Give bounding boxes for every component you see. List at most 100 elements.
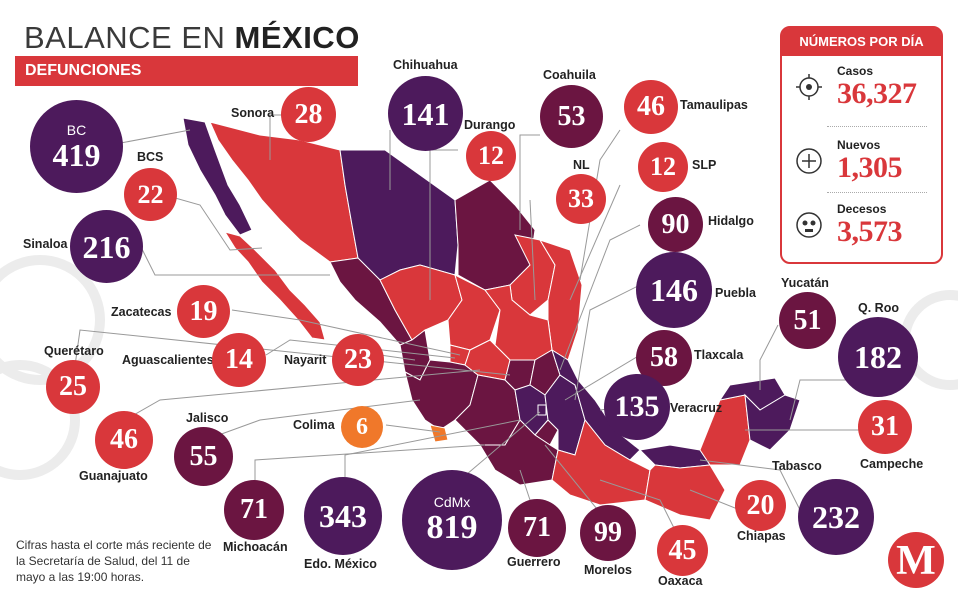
label-qroo: Q. Roo [858,301,899,315]
bubble-guanajuato: 46 [95,411,153,469]
subtitle-band: DEFUNCIONES [15,56,358,86]
footnote: Cifras hasta el corte más reciente de la… [16,538,212,584]
value-chiapas: 20 [746,489,775,521]
label-tabasco: Tabasco [772,459,822,473]
value-jalisco: 55 [189,440,218,472]
label-bc: BC [66,121,87,138]
bubble-jalisco: 55 [174,427,233,486]
value-durango: 12 [478,141,504,170]
bubble-nl: 33 [556,174,606,224]
value-nl: 33 [568,184,594,213]
label-jalisco: Jalisco [186,411,229,425]
value-michoacan: 71 [240,494,268,525]
value-guanajuato: 46 [110,424,138,455]
value-oaxaca: 45 [668,534,697,566]
value-yucatan: 51 [793,304,822,336]
value-guerrero: 71 [523,512,551,543]
bubble-veracruz: 135 [604,374,670,440]
label-morelos: Morelos [584,563,632,577]
panel-divider [827,126,927,127]
virus-icon [796,74,822,100]
bubble-coahuila: 53 [540,85,603,148]
label-coahuila: Coahuila [543,68,596,82]
value-bcs: 22 [137,179,164,209]
value-chihuahua: 141 [401,95,450,132]
stat-nuevos-value: 1,305 [837,151,903,184]
label-guanajuato: Guanajuato [79,469,148,483]
value-bc: 419 [52,136,101,173]
bubble-aguascalientes: 14 [212,333,266,387]
region-baja-california [182,117,253,236]
value-tabasco: 232 [812,499,860,535]
label-puebla: Puebla [715,286,756,300]
region-tabasco [638,444,711,469]
label-aguascalientes: Aguascalientes [122,353,214,367]
label-hidalgo: Hidalgo [708,214,754,228]
plus-icon [796,148,822,174]
stat-casos-value: 36,327 [837,77,917,110]
bubble-chihuahua: 141 [388,76,463,151]
stat-decesos: Decesos 3,573 [792,200,937,260]
virus-decoration-left [0,255,105,480]
region-cdmx [537,404,547,416]
value-aguascalientes: 14 [225,344,253,375]
bubble-yucatan: 51 [779,292,836,349]
bubble-campeche: 31 [858,400,912,454]
bubble-nayarit: 23 [332,334,384,386]
label-sinaloa: Sinaloa [23,237,68,251]
value-sinaloa: 216 [82,228,131,265]
value-sonora: 28 [294,98,323,130]
label-cdmx: CdMx [433,494,471,510]
value-campeche: 31 [871,411,899,442]
label-sonora: Sonora [231,106,275,120]
panel-divider [827,192,927,193]
value-zacatecas: 19 [189,295,218,327]
bubble-morelos: 99 [580,505,636,561]
bubble-colima: 6 [341,406,383,448]
daily-numbers-panel: NÚMEROS POR DÍA Casos 36,327 Nuevos 1,30… [780,26,943,264]
region-colima [429,424,449,443]
bubble-hidalgo: 90 [648,197,703,252]
bubble-edo-mexico: 343 [304,477,382,555]
bubble-slp: 12 [638,142,688,192]
value-qroo: 182 [854,339,902,375]
value-coahuila: 53 [557,100,586,132]
region-chiapas [644,464,726,521]
stat-nuevos: Nuevos 1,305 [792,136,937,196]
label-tamaulipas: Tamaulipas [680,98,748,112]
label-guerrero: Guerrero [507,555,561,569]
label-nayarit: Nayarit [284,353,327,367]
bubble-durango: 12 [466,131,516,181]
value-hidalgo: 90 [661,208,690,240]
title-bold: MÉXICO [234,20,360,55]
stat-casos-label: Casos [837,64,874,78]
value-veracruz: 135 [614,390,660,423]
region-quintana-roo [744,393,801,451]
stat-casos: Casos 36,327 [792,62,937,122]
stat-decesos-label: Decesos [837,202,887,216]
bubble-zacatecas: 19 [177,285,230,338]
value-slp: 12 [650,152,676,181]
label-edo-mexico: Edo. México [304,557,377,571]
label-queretaro: Querétaro [44,344,104,358]
bubble-puebla: 146 [636,252,712,328]
value-puebla: 146 [650,272,698,308]
milenio-logo: M [888,532,944,588]
bubble-bcs: 22 [124,168,177,221]
value-nayarit: 23 [344,344,372,375]
region-baja-california-sur [223,231,326,341]
label-slp: SLP [692,158,717,172]
label-colima: Colima [293,418,335,432]
bubble-guerrero: 71 [508,499,566,557]
label-oaxaca: Oaxaca [658,574,703,588]
bubble-queretaro: 25 [46,360,100,414]
bubble-tamaulipas: 46 [624,80,678,134]
bubble-tabasco: 232 [798,479,874,555]
label-chihuahua: Chihuahua [393,58,458,72]
value-morelos: 99 [594,517,622,548]
value-tamaulipas: 46 [637,91,665,122]
bubble-sonora: 28 [281,87,336,142]
region-guerrero [479,419,559,486]
panel-title: NÚMEROS POR DÍA [782,28,941,56]
